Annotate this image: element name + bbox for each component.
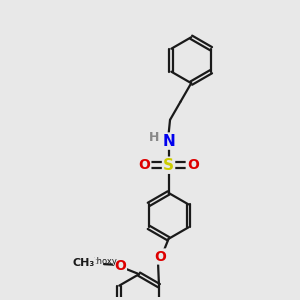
Text: O: O bbox=[139, 158, 150, 172]
Text: H: H bbox=[148, 131, 159, 144]
Text: CH₃: CH₃ bbox=[73, 258, 95, 268]
Text: O: O bbox=[187, 158, 199, 172]
Text: O: O bbox=[114, 259, 126, 273]
Text: S: S bbox=[163, 158, 174, 173]
Text: methoxy: methoxy bbox=[80, 257, 117, 266]
Text: N: N bbox=[162, 134, 175, 148]
Text: O: O bbox=[154, 250, 166, 263]
